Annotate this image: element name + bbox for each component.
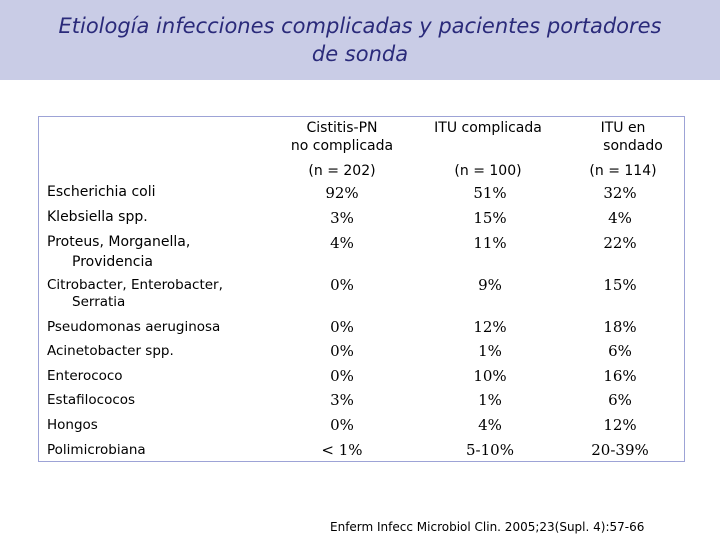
col-n-cistitis: (n = 202): [308, 163, 376, 179]
col-n-itu-sondado: (n = 114): [589, 163, 657, 179]
col-header-itu-sondado-line2: sondado: [603, 138, 663, 154]
value-cell: < 1%: [321, 441, 363, 459]
value-cell: 18%: [603, 318, 637, 336]
title-band: Etiología infecciones complicadas y paci…: [0, 0, 720, 80]
col-header-itu-sondado: ITU en sondado: [568, 119, 678, 155]
row-label-proteus-line2: Providencia: [72, 254, 153, 270]
value-cell: 3%: [330, 209, 354, 227]
row-label-polimicrobiana: Polimicrobiana: [47, 442, 146, 458]
value-cell: 32%: [603, 184, 637, 202]
value-cell: 12%: [603, 416, 637, 434]
value-cell: 1%: [478, 391, 502, 409]
col-header-cistitis-line1: Cistitis-PN: [306, 120, 378, 136]
value-cell: 92%: [325, 184, 359, 202]
value-cell: 6%: [608, 391, 632, 409]
row-label-proteus: Proteus, Morganella, Providencia: [47, 234, 190, 271]
value-cell: 3%: [330, 391, 354, 409]
value-cell: 9%: [478, 276, 502, 294]
citation-footer: Enferm Infecc Microbiol Clin. 2005;23(Su…: [330, 520, 645, 534]
row-label-estafilococos: Estafilococos: [47, 392, 136, 408]
value-cell: 6%: [608, 342, 632, 360]
value-cell: 0%: [330, 276, 354, 294]
value-cell: 20-39%: [591, 441, 649, 459]
value-cell: 16%: [603, 367, 637, 385]
row-label-enterococo: Enterococo: [47, 368, 123, 384]
slide-title-line2: de sonda: [311, 42, 409, 66]
row-label-citrobacter-line1: Citrobacter, Enterobacter,: [47, 277, 223, 293]
col-header-itu-complicada-line1: ITU complicada: [434, 120, 542, 136]
value-cell: 0%: [330, 416, 354, 434]
value-cell: 51%: [473, 184, 507, 202]
etiology-table: [38, 116, 685, 462]
value-cell: 0%: [330, 318, 354, 336]
value-cell: 12%: [473, 318, 507, 336]
row-label-klebsiella: Klebsiella spp.: [47, 209, 148, 225]
value-cell: 22%: [603, 234, 637, 252]
row-label-hongos: Hongos: [47, 417, 98, 433]
value-cell: 15%: [603, 276, 637, 294]
slide-title-line1: Etiología infecciones complicadas y paci…: [58, 14, 662, 38]
value-cell: 10%: [473, 367, 507, 385]
col-header-cistitis: Cistitis-PN no complicada: [272, 119, 412, 155]
value-cell: 15%: [473, 209, 507, 227]
col-header-itu-sondado-line1: ITU en: [600, 120, 646, 136]
value-cell: 5-10%: [466, 441, 514, 459]
row-label-acinetobacter: Acinetobacter spp.: [47, 343, 174, 359]
value-cell: 11%: [473, 234, 507, 252]
value-cell: 0%: [330, 342, 354, 360]
col-header-itu-complicada: ITU complicada: [418, 119, 558, 137]
value-cell: 4%: [478, 416, 502, 434]
col-header-cistitis-line2: no complicada: [290, 138, 394, 154]
row-label-escherichia: Escherichia coli: [47, 184, 156, 200]
value-cell: 4%: [608, 209, 632, 227]
value-cell: 4%: [330, 234, 354, 252]
value-cell: 0%: [330, 367, 354, 385]
row-label-pseudomonas: Pseudomonas aeruginosa: [47, 319, 221, 335]
col-n-itu-complicada: (n = 100): [454, 163, 522, 179]
row-label-citrobacter: Citrobacter, Enterobacter, Serratia: [47, 277, 223, 311]
row-label-citrobacter-line2: Serratia: [72, 294, 126, 310]
row-label-proteus-line1: Proteus, Morganella,: [47, 234, 191, 250]
value-cell: 1%: [478, 342, 502, 360]
